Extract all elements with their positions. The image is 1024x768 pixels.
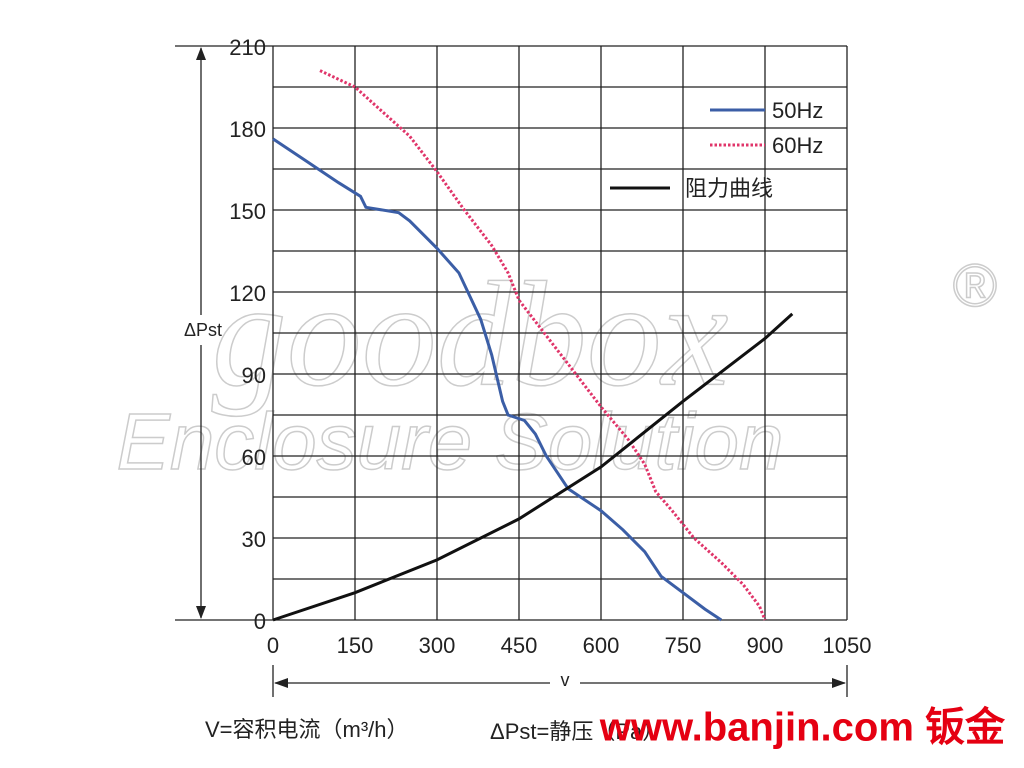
x-tick-label: 900	[747, 633, 784, 658]
y-tick-label: 60	[242, 445, 266, 470]
series-line	[272, 137, 723, 622]
x-tick-label: 1050	[823, 633, 872, 658]
x-tick-label: 150	[337, 633, 374, 658]
series-line	[319, 69, 767, 621]
y-tick-label: 30	[242, 527, 266, 552]
x-tick-label: 300	[419, 633, 456, 658]
x-tick-label: 750	[665, 633, 702, 658]
y-tick-label: 90	[242, 363, 266, 388]
x-tick-label: 450	[501, 633, 538, 658]
y-tick-label: 0	[254, 609, 266, 634]
series-line	[272, 312, 794, 622]
y-tick-label: 150	[229, 199, 266, 224]
plot: 0 30 60 90 120 150 180 210 0 150 300 450 600 750 900 10…	[229, 35, 871, 658]
x-tick-label: 0	[267, 633, 279, 658]
y-tick-label: 210	[229, 35, 266, 60]
legend-label: 50Hz	[772, 98, 823, 123]
legend-label: 阻力曲线	[685, 176, 773, 201]
watermark-mark: ®	[953, 252, 997, 319]
caption: ΔPst=静压（Pa）	[490, 719, 664, 744]
watermark: goodbox	[212, 251, 729, 417]
watermark-sub: Enclosure Solution	[116, 397, 783, 486]
site-mark: www.banjin.com 钣金	[599, 705, 1006, 750]
y-axis-label: ΔPst	[184, 320, 222, 340]
caption: V=容积电流（m³/h）	[205, 717, 409, 742]
x-tick-label: 600	[583, 633, 620, 658]
legend-label: 60Hz	[772, 133, 823, 158]
y-tick-label: 120	[229, 281, 266, 306]
x-axis-label: v	[561, 670, 570, 690]
y-tick-label: 180	[229, 117, 266, 142]
